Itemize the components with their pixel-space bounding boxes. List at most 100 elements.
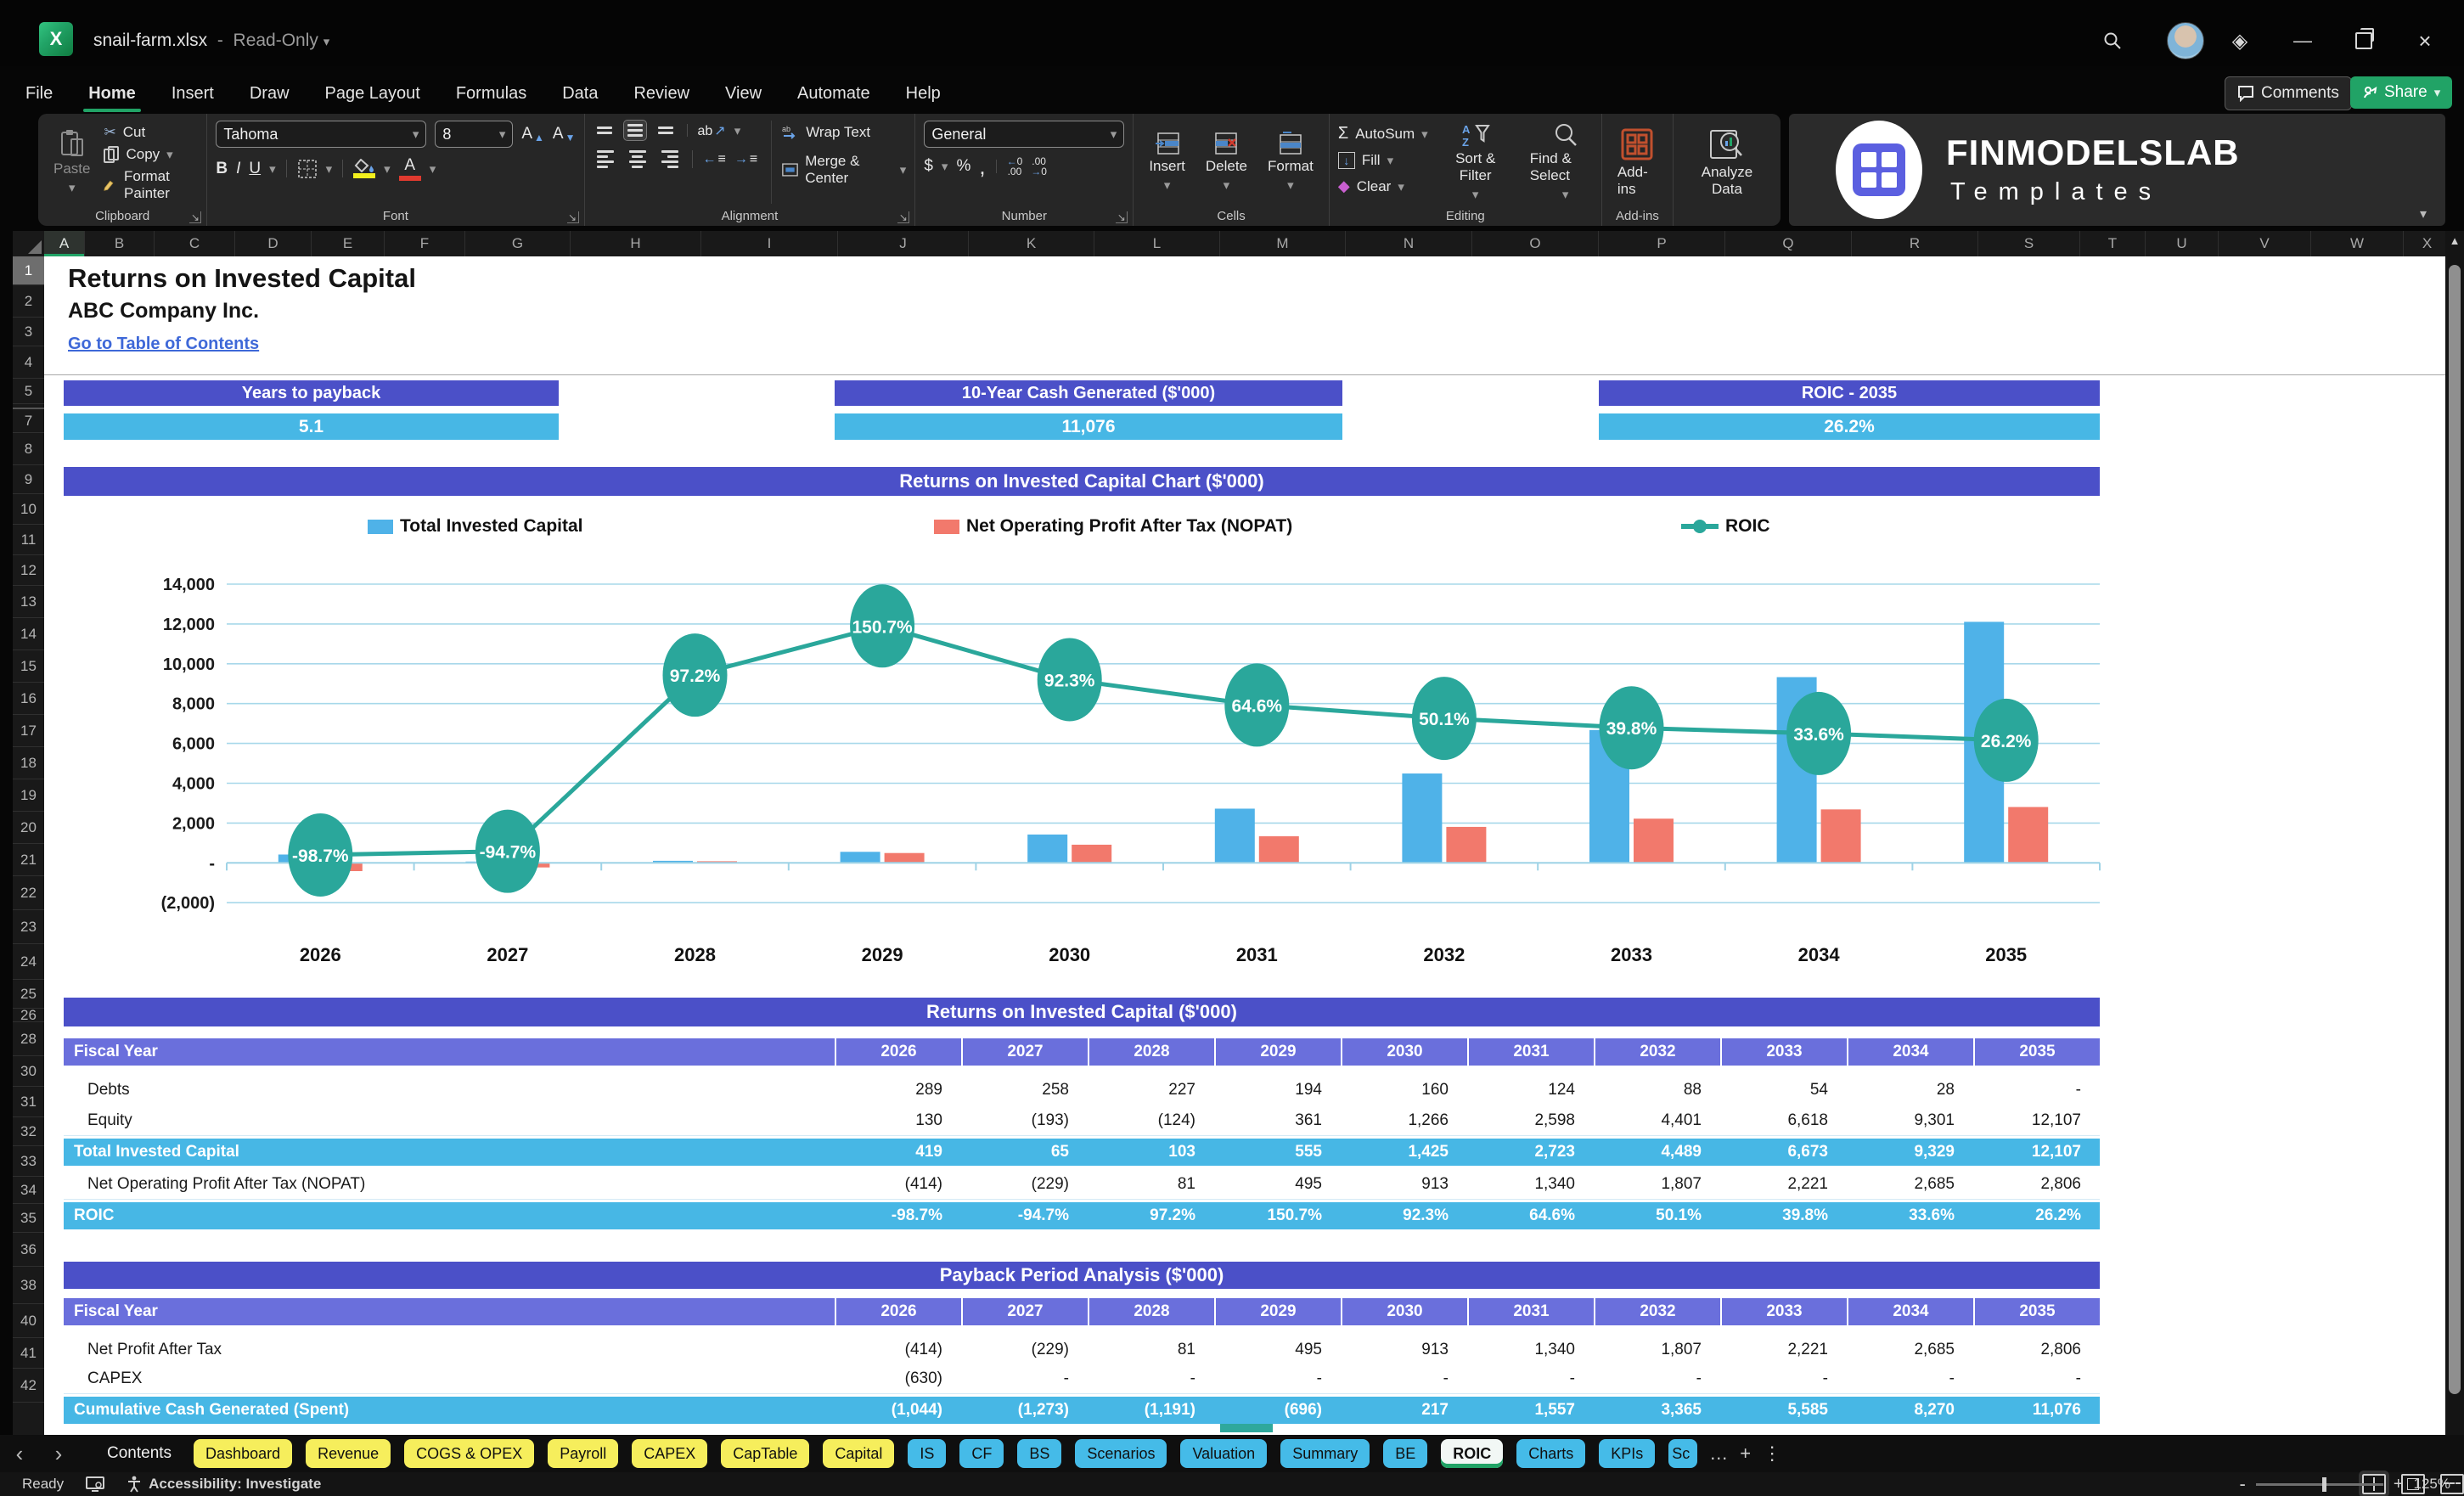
wrap-text-button[interactable]: ab Wrap Text xyxy=(782,124,906,141)
cell-2030[interactable]: 92.3% xyxy=(1403,1206,1449,1224)
autosum-button[interactable]: Σ AutoSum ▾ xyxy=(1337,124,1428,143)
scroll-up-icon[interactable]: ▲ xyxy=(2449,234,2461,247)
roic-marker-2034[interactable] xyxy=(1786,691,1852,775)
decrease-indent-button[interactable]: ← ≡ xyxy=(702,151,726,166)
column-header-G[interactable]: G xyxy=(465,231,571,256)
sheet-tab-cf[interactable]: CF xyxy=(959,1439,1004,1468)
sheet-tab-capital[interactable]: Capital xyxy=(823,1439,895,1468)
cell-2026[interactable]: (414) xyxy=(904,1174,942,1193)
menu-tab-formulas[interactable]: Formulas xyxy=(455,83,527,103)
cell-2028[interactable]: (1,191) xyxy=(1144,1401,1195,1419)
cell-2032[interactable]: - xyxy=(1696,1369,1702,1387)
sheet-tab-valuation[interactable]: Valuation xyxy=(1180,1439,1268,1468)
row-header-12[interactable]: 12 xyxy=(13,555,44,586)
menu-tab-draw[interactable]: Draw xyxy=(249,83,290,103)
row-header-2[interactable]: 2 xyxy=(13,285,44,318)
row-header-1[interactable]: 1 xyxy=(13,256,44,285)
font-color-button[interactable]: A xyxy=(398,156,421,181)
table1-header-2033[interactable]: 2033 xyxy=(1720,1038,1847,1066)
more-sheets-icon[interactable]: … xyxy=(1709,1443,1729,1464)
row-header-20[interactable]: 20 xyxy=(13,812,44,844)
cell-2032[interactable]: 4,401 xyxy=(1661,1111,1702,1129)
row-header-14[interactable]: 14 xyxy=(13,618,44,650)
cell-2029[interactable]: 555 xyxy=(1295,1143,1322,1161)
roic-marker-2031[interactable] xyxy=(1224,663,1290,747)
column-header-P[interactable]: P xyxy=(1599,231,1725,256)
bar-tic-2028[interactable] xyxy=(653,860,693,863)
cell-2028[interactable]: 81 xyxy=(1177,1340,1195,1358)
increase-indent-button[interactable]: → ≡ xyxy=(734,151,758,166)
roic-marker-2026[interactable] xyxy=(288,813,353,897)
row-header-15[interactable]: 15 xyxy=(13,650,44,683)
select-all-corner[interactable] xyxy=(13,231,45,257)
roic-marker-2032[interactable] xyxy=(1411,677,1477,761)
bar-nopat-2031[interactable] xyxy=(1258,835,1299,863)
row-header-28[interactable]: 28 xyxy=(13,1022,44,1056)
display-settings-icon[interactable] xyxy=(86,1476,105,1492)
row-header-23[interactable]: 23 xyxy=(13,910,44,944)
cell-2028[interactable]: 97.2% xyxy=(1150,1206,1195,1224)
row-header-42[interactable]: 42 xyxy=(13,1369,44,1403)
sheet-tab-captable[interactable]: CapTable xyxy=(721,1439,810,1468)
align-right-button[interactable] xyxy=(658,147,682,172)
grow-font-button[interactable]: A ▲ xyxy=(521,125,544,143)
column-header-C[interactable]: C xyxy=(155,231,235,256)
row-header-30[interactable]: 30 xyxy=(13,1056,44,1087)
cell-2027[interactable]: (1,273) xyxy=(1017,1401,1069,1419)
page-break-view-button[interactable] xyxy=(2440,1474,2464,1494)
new-sheet-button[interactable]: + xyxy=(1740,1443,1752,1464)
row-header-34[interactable]: 34 xyxy=(13,1177,44,1204)
cell-2026[interactable]: (630) xyxy=(904,1369,942,1387)
cell-2032[interactable]: 1,807 xyxy=(1661,1340,1702,1358)
cell-2035[interactable]: 11,076 xyxy=(2032,1401,2081,1419)
cell-2034[interactable]: 2,685 xyxy=(1914,1174,1955,1193)
cell-2035[interactable]: - xyxy=(2075,1369,2081,1387)
cell-2030[interactable]: 913 xyxy=(1421,1174,1449,1193)
row-header-4[interactable]: 4 xyxy=(13,346,44,379)
increase-decimal-button[interactable]: ←0.00 xyxy=(1006,155,1023,177)
cell-2028[interactable]: (124) xyxy=(1157,1111,1195,1129)
bar-tic-2032[interactable] xyxy=(1402,773,1443,863)
table2-header-2026[interactable]: 2026 xyxy=(835,1298,961,1325)
chevron-down-icon[interactable]: ▾ xyxy=(323,35,330,49)
cell-2030[interactable]: 217 xyxy=(1421,1401,1449,1419)
table1-header-2029[interactable]: 2029 xyxy=(1214,1038,1341,1066)
cell-2027[interactable]: - xyxy=(1063,1369,1069,1387)
cell-2030[interactable]: - xyxy=(1443,1369,1449,1387)
hidden-row-gap[interactable] xyxy=(13,404,44,409)
menu-tab-data[interactable]: Data xyxy=(562,83,599,103)
underline-button[interactable]: U xyxy=(249,159,262,177)
column-header-S[interactable]: S xyxy=(1978,231,2080,256)
table2-header-2033[interactable]: 2033 xyxy=(1720,1298,1847,1325)
column-header-L[interactable]: L xyxy=(1094,231,1220,256)
row-header-18[interactable]: 18 xyxy=(13,747,44,779)
row-header-17[interactable]: 17 xyxy=(13,715,44,747)
cell-2032[interactable]: 88 xyxy=(1683,1081,1702,1099)
cell-2034[interactable]: - xyxy=(1949,1369,1955,1387)
cell-2029[interactable]: (696) xyxy=(1284,1401,1322,1419)
row-header-36[interactable]: 36 xyxy=(13,1233,44,1267)
cell-2033[interactable]: 2,221 xyxy=(1787,1340,1828,1358)
cell-2035[interactable]: 2,806 xyxy=(2040,1174,2081,1193)
accounting-format-menu[interactable]: ▾ xyxy=(941,160,948,174)
bar-nopat-2033[interactable] xyxy=(1634,818,1674,863)
row-header-24[interactable]: 24 xyxy=(13,944,44,980)
insert-cells-button[interactable]: Insert ▾ xyxy=(1142,121,1192,204)
column-header-A[interactable]: A xyxy=(44,231,85,256)
cell-2031[interactable]: 124 xyxy=(1548,1081,1575,1099)
cell-2034[interactable]: 33.6% xyxy=(1909,1206,1955,1224)
cell-2034[interactable]: 2,685 xyxy=(1914,1340,1955,1358)
cell-2033[interactable]: 39.8% xyxy=(1782,1206,1828,1224)
bar-nopat-2032[interactable] xyxy=(1446,826,1487,863)
row-header-10[interactable]: 10 xyxy=(13,494,44,525)
cell-2033[interactable]: 6,618 xyxy=(1787,1111,1828,1129)
table1-header-2034[interactable]: 2034 xyxy=(1847,1038,1973,1066)
table2-header-2034[interactable]: 2034 xyxy=(1847,1298,1973,1325)
fill-button[interactable]: ↓ Fill ▾ xyxy=(1337,152,1428,169)
cell-2030[interactable]: 1,266 xyxy=(1408,1111,1449,1129)
table1-header-2026[interactable]: 2026 xyxy=(835,1038,961,1066)
row-header-33[interactable]: 33 xyxy=(13,1146,44,1177)
cell-2031[interactable]: 1,340 xyxy=(1534,1174,1575,1193)
row-header-40[interactable]: 40 xyxy=(13,1304,44,1338)
underline-menu[interactable]: ▾ xyxy=(269,161,276,177)
